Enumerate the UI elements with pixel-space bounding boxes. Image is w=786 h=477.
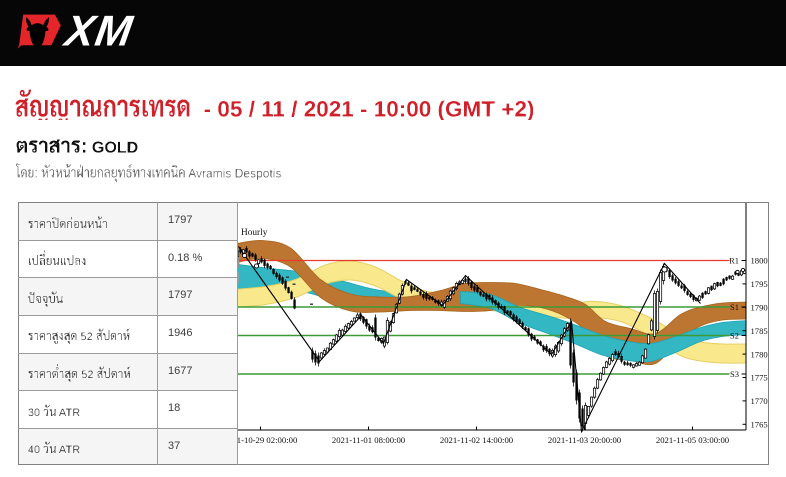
svg-text:1780: 1780 <box>750 349 767 359</box>
svg-text:2021-11-02 14:00:00: 2021-11-02 14:00:00 <box>439 435 513 445</box>
svg-text:1800: 1800 <box>750 255 767 265</box>
svg-text:1785: 1785 <box>750 325 767 335</box>
svg-text:2021-10-29 02:00:00: 2021-10-29 02:00:00 <box>237 435 298 445</box>
svg-text:S2: S2 <box>730 330 739 340</box>
svg-text:R1: R1 <box>729 255 739 265</box>
svg-text:1790: 1790 <box>750 302 767 312</box>
svg-text:S3: S3 <box>730 369 739 379</box>
svg-text:XM: XM <box>60 8 137 54</box>
svg-text:2021-11-05 03:00:00: 2021-11-05 03:00:00 <box>655 435 729 445</box>
svg-text:S1: S1 <box>730 302 739 312</box>
svg-text:2021-11-01 08:00:00: 2021-11-01 08:00:00 <box>331 435 405 445</box>
svg-text:Hourly: Hourly <box>241 228 268 238</box>
svg-text:1765: 1765 <box>750 419 767 429</box>
svg-text:1795: 1795 <box>750 279 767 289</box>
svg-text:1770: 1770 <box>750 396 767 406</box>
svg-text:2021-11-03 20:00:00: 2021-11-03 20:00:00 <box>547 435 621 445</box>
svg-text:1775: 1775 <box>750 372 767 382</box>
